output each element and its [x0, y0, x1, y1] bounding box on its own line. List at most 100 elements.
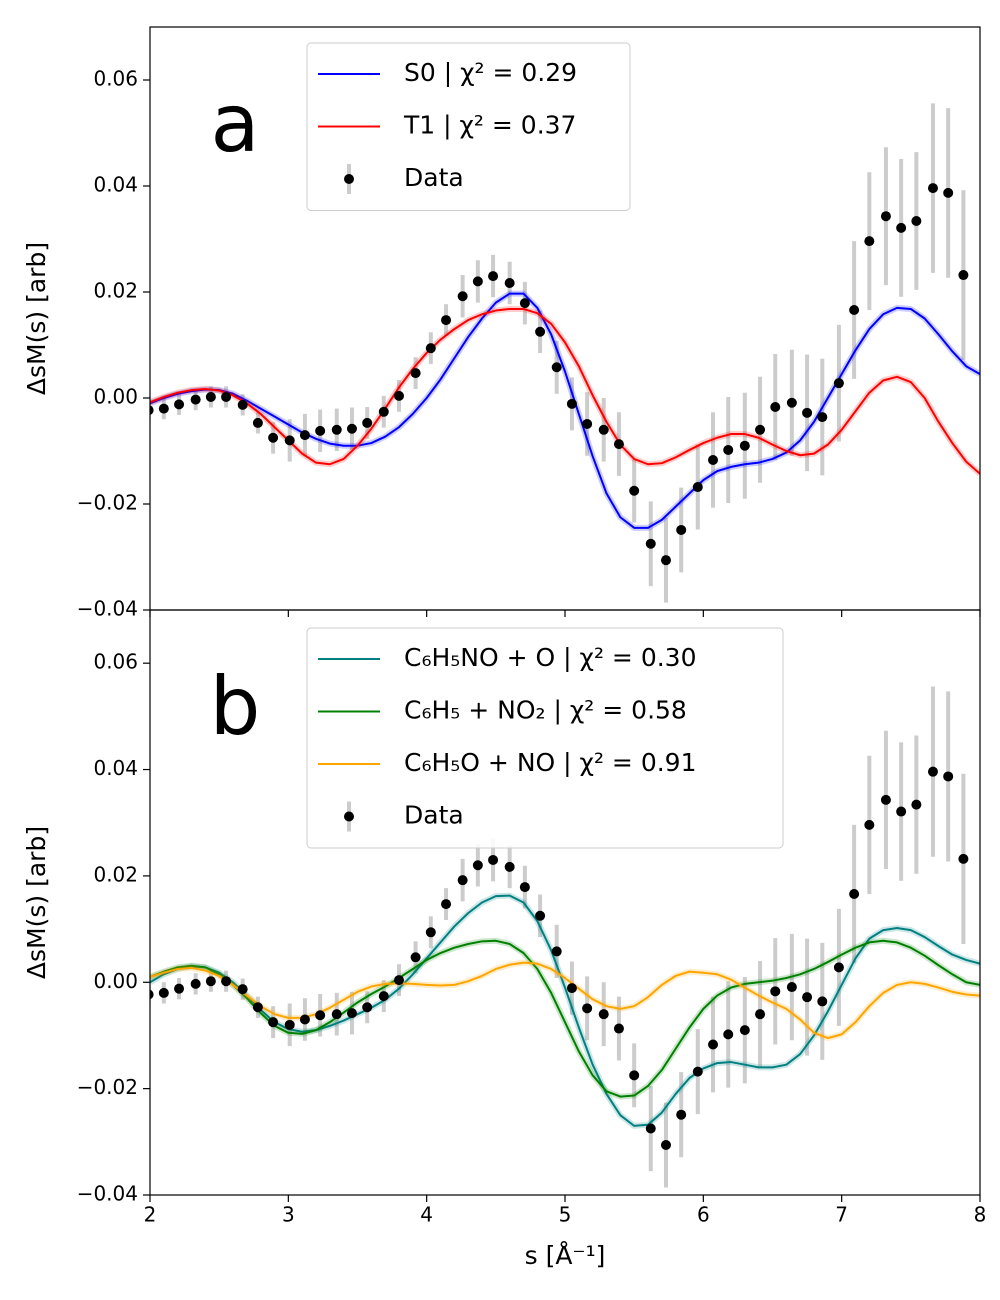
- data-point: [410, 368, 421, 379]
- data-point: [755, 424, 766, 435]
- data-point: [802, 407, 813, 418]
- data-point: [331, 424, 342, 435]
- data-point: [519, 298, 530, 309]
- data-point: [802, 992, 813, 1003]
- panel: −0.04 −0.02 0.00 0.02 0.04 0.06 ΔsM(s) [arb] a S…: [22, 26, 981, 621]
- data-point: [190, 394, 201, 405]
- data-point: [378, 991, 389, 1002]
- data-point: [441, 315, 452, 326]
- panel: −0.04 −0.02 0.00 0.02 0.04 0.06 2 3 4 5 6 7 8 s [Å⁻¹]…: [22, 609, 986, 1270]
- data-point: [346, 1008, 357, 1019]
- data-point: [958, 270, 969, 281]
- x-tick-label: 3: [282, 1203, 295, 1227]
- data-point: [519, 882, 530, 893]
- legend-label: T1 | χ² = 0.37: [403, 111, 576, 140]
- data-point: [299, 430, 310, 441]
- y-tick-label: 0.06: [93, 67, 138, 91]
- data-point: [598, 1009, 609, 1020]
- data-point: [346, 423, 357, 434]
- data-point: [362, 417, 373, 428]
- data-point: [410, 952, 421, 963]
- data-point: [237, 984, 248, 995]
- y-tick-label: −0.04: [77, 1182, 138, 1206]
- data-point: [190, 978, 201, 989]
- data-point: [551, 946, 562, 957]
- data-point: [378, 406, 389, 417]
- data-point: [504, 861, 515, 872]
- curve: [150, 961, 980, 1040]
- data-point: [150, 989, 154, 1000]
- y-axis-label: ΔsM(s) [arb]: [22, 826, 51, 979]
- data-point: [425, 343, 436, 354]
- data-point: [645, 538, 656, 549]
- data-point: [394, 390, 404, 401]
- data-point: [362, 1002, 373, 1013]
- y-tick-label: −0.02: [77, 1075, 138, 1099]
- data-point: [252, 417, 263, 428]
- curve: [150, 939, 980, 1098]
- x-axis-label: s [Å⁻¹]: [525, 1241, 606, 1270]
- data-point: [739, 1025, 750, 1036]
- x-tick-label: 2: [144, 1203, 157, 1227]
- data-point: [299, 1014, 310, 1025]
- data-point: [472, 276, 483, 287]
- x-tick-label: 5: [559, 1203, 572, 1227]
- data-point: [174, 399, 185, 410]
- data-point: [676, 524, 687, 535]
- data-point: [535, 910, 546, 921]
- data-point: [896, 806, 907, 817]
- data-point: [833, 962, 844, 973]
- data-point: [158, 987, 169, 998]
- data-point: [692, 482, 703, 493]
- plot-area: [150, 686, 980, 1188]
- legend-marker: [344, 174, 354, 184]
- data-point: [457, 875, 468, 886]
- data-point: [817, 996, 828, 1007]
- data-point: [221, 391, 232, 402]
- data-point: [441, 899, 452, 910]
- data-point: [488, 854, 499, 865]
- data-point: [645, 1123, 656, 1134]
- data-point: [284, 435, 295, 446]
- data-point: [943, 771, 954, 782]
- data-point: [849, 888, 860, 899]
- y-tick-label: −0.02: [77, 491, 138, 515]
- x-tick-label: 6: [697, 1203, 710, 1227]
- data-point: [864, 819, 875, 830]
- data-point: [582, 1003, 593, 1014]
- data-point: [237, 399, 248, 410]
- data-point: [723, 444, 734, 455]
- data-point: [268, 1017, 279, 1028]
- data-point: [943, 187, 954, 198]
- data-point: [582, 418, 593, 429]
- data-point: [629, 485, 640, 496]
- data-point: [504, 277, 515, 288]
- legend-label: Data: [404, 801, 464, 830]
- data-point: [252, 1002, 263, 1013]
- data-point: [150, 405, 154, 415]
- data-point: [660, 1140, 671, 1151]
- y-tick-label: 0.04: [93, 756, 138, 780]
- data-point: [692, 1066, 703, 1077]
- plot-area: [150, 103, 980, 603]
- data-point: [755, 1009, 766, 1020]
- data-point: [221, 976, 232, 987]
- data-point: [786, 397, 797, 408]
- legend-box: [306, 627, 784, 849]
- data-point: [676, 1109, 687, 1120]
- data-point: [158, 403, 169, 414]
- data-point: [880, 211, 891, 222]
- data-point: [566, 398, 577, 409]
- y-tick-label: 0.00: [93, 969, 138, 993]
- data-point: [770, 986, 781, 997]
- data-point: [880, 794, 891, 805]
- data-point: [174, 983, 185, 994]
- data-point: [613, 1023, 624, 1034]
- data-point: [786, 982, 797, 993]
- data-point: [660, 555, 671, 566]
- data-point: [629, 1070, 640, 1081]
- data-point: [315, 425, 326, 436]
- legend-label: C₆H₅O + NO | χ² = 0.91: [404, 748, 696, 777]
- data-point: [268, 432, 279, 443]
- y-tick-label: 0.00: [93, 385, 138, 409]
